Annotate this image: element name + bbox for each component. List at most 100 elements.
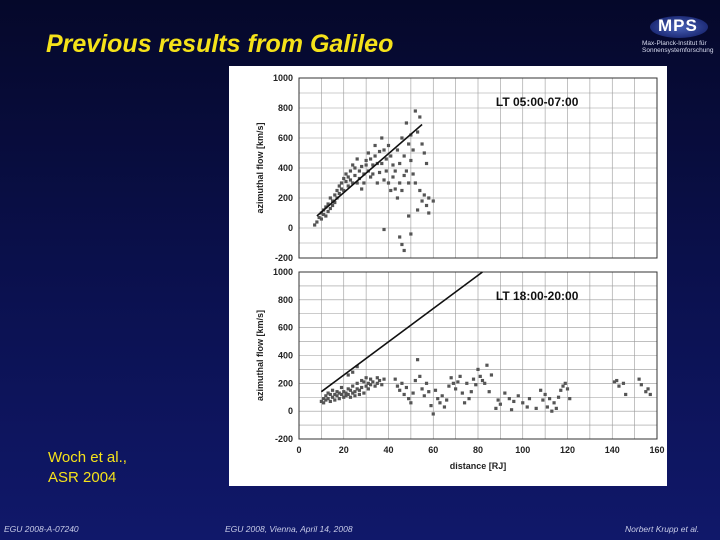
data-point — [324, 214, 328, 218]
citation-authors: Woch et al., — [48, 449, 127, 466]
data-point — [335, 188, 339, 193]
logo-text: MPS — [658, 16, 698, 35]
data-point — [427, 211, 431, 215]
data-point — [539, 388, 543, 392]
data-point — [357, 169, 362, 173]
y-axis-label: azimuthal flow [km/s] — [255, 310, 265, 401]
data-point — [326, 397, 330, 401]
data-point — [328, 399, 332, 404]
data-point — [360, 164, 364, 169]
data-point — [313, 223, 317, 227]
data-point — [377, 149, 382, 154]
data-point — [375, 381, 379, 385]
data-point — [509, 408, 514, 412]
data-point — [339, 187, 344, 191]
data-point — [521, 401, 525, 405]
data-point — [420, 387, 424, 391]
data-point — [324, 205, 328, 209]
data-point — [478, 374, 482, 378]
data-point — [646, 387, 650, 391]
data-point — [351, 163, 355, 167]
data-point — [393, 187, 397, 191]
data-point — [330, 388, 335, 392]
data-point — [344, 391, 348, 395]
data-point — [476, 367, 480, 372]
data-point — [344, 394, 348, 398]
data-point — [384, 169, 388, 173]
data-point — [418, 188, 422, 193]
y-tick-label: 1000 — [273, 73, 293, 83]
y-axis-label: azimuthal flow [km/s] — [255, 122, 265, 213]
x-tick-label: 100 — [515, 445, 530, 455]
data-point — [373, 154, 377, 158]
y-tick-label: 1000 — [273, 267, 293, 277]
data-point — [413, 181, 417, 185]
data-point — [371, 172, 375, 176]
x-tick-label: 40 — [383, 445, 393, 455]
data-point — [380, 136, 384, 140]
data-point — [353, 166, 357, 170]
y-tick-label: 200 — [278, 193, 293, 203]
data-point — [348, 388, 353, 392]
data-point — [451, 381, 455, 385]
data-point — [568, 397, 572, 401]
x-tick-label: 120 — [560, 445, 575, 455]
data-point — [322, 397, 326, 401]
data-point — [366, 381, 370, 385]
data-point — [398, 181, 402, 185]
data-point — [344, 172, 348, 176]
data-point — [351, 384, 355, 388]
y-tick-label: 400 — [278, 351, 293, 361]
data-point — [402, 248, 406, 253]
data-point — [402, 392, 406, 397]
data-point — [498, 402, 502, 406]
data-point — [413, 109, 417, 113]
data-point — [364, 384, 368, 388]
data-point — [355, 157, 359, 161]
data-point — [339, 181, 344, 185]
data-point — [407, 181, 411, 185]
data-point — [357, 392, 362, 397]
data-point — [621, 381, 626, 385]
data-point — [485, 363, 489, 367]
data-point — [516, 394, 520, 398]
data-point — [447, 384, 451, 388]
data-point — [371, 380, 375, 384]
data-point — [420, 142, 424, 146]
data-point — [355, 381, 359, 385]
data-point — [369, 377, 373, 381]
y-tick-label: 600 — [278, 323, 293, 333]
trend-line — [316, 123, 423, 217]
data-point — [424, 381, 429, 385]
data-point — [375, 181, 379, 185]
data-point — [355, 387, 359, 391]
data-point — [644, 390, 648, 394]
data-point — [407, 397, 411, 401]
data-point — [339, 385, 344, 390]
data-point — [371, 163, 375, 167]
data-point — [454, 387, 458, 391]
data-point — [467, 397, 471, 401]
data-point — [548, 397, 552, 401]
citation-journal: ASR 2004 — [48, 469, 117, 486]
data-point — [337, 397, 341, 401]
data-point — [364, 163, 368, 167]
data-point — [328, 392, 332, 397]
data-point — [393, 377, 397, 381]
data-point — [449, 376, 453, 380]
data-point — [395, 384, 400, 388]
data-point — [612, 380, 617, 384]
data-point — [319, 217, 323, 221]
data-point — [398, 161, 402, 166]
data-point — [391, 175, 395, 179]
data-point — [413, 378, 417, 383]
data-point — [398, 235, 402, 239]
data-point — [346, 387, 350, 391]
data-point — [639, 383, 643, 387]
data-point — [409, 401, 413, 405]
footer-abstract-id: EGU 2008-A-07240 — [4, 524, 79, 534]
data-point — [442, 405, 447, 409]
y-tick-label: 0 — [288, 406, 293, 416]
data-point — [330, 395, 335, 399]
data-point — [420, 199, 424, 203]
